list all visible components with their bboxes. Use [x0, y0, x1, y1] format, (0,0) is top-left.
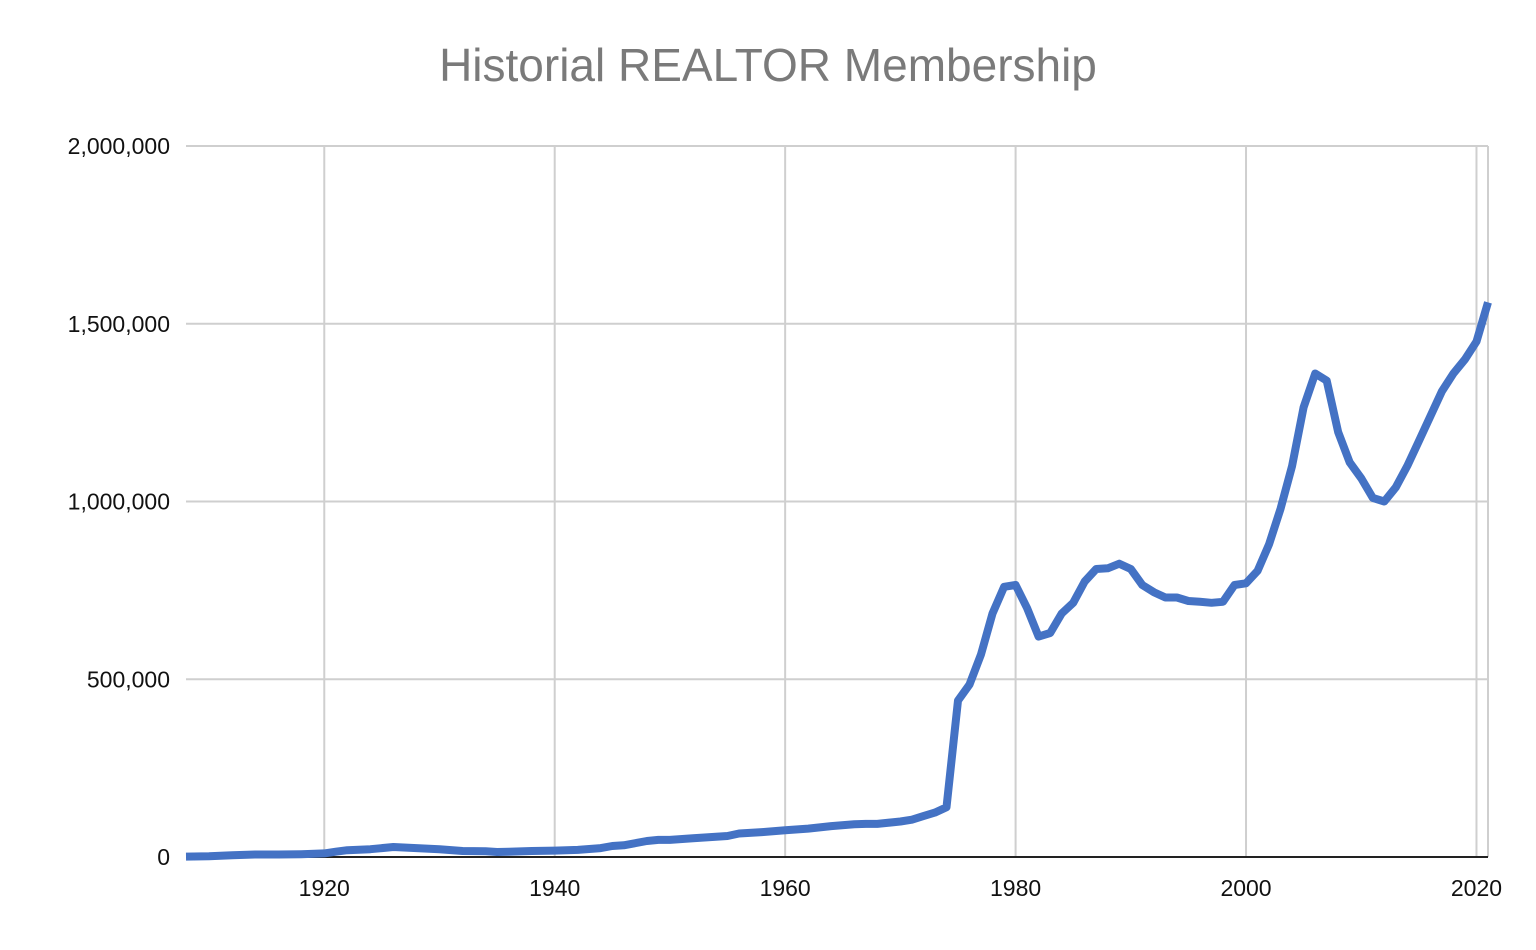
gridlines	[186, 145, 1489, 857]
y-tick-label: 0	[157, 844, 170, 870]
x-tick-label: 1940	[529, 875, 580, 901]
x-tick-label: 2020	[1451, 875, 1502, 901]
y-tick-label: 1,000,000	[68, 489, 170, 515]
x-tick-label: 2000	[1220, 875, 1271, 901]
chart-title: Historial REALTOR Membership	[439, 39, 1097, 91]
tick-labels: 0 500,000 1,000,000 1,500,000 2,000,000 1920 1…	[68, 133, 1502, 901]
x-tick-label: 1960	[760, 875, 811, 901]
x-tick-label: 1980	[990, 875, 1041, 901]
x-tick-label: 1920	[299, 875, 350, 901]
series-line-0	[185, 301, 1492, 861]
series-lines	[185, 301, 1492, 861]
y-tick-label: 1,500,000	[68, 311, 170, 337]
y-tick-label: 500,000	[87, 666, 170, 692]
y-tick-label: 2,000,000	[68, 133, 170, 159]
